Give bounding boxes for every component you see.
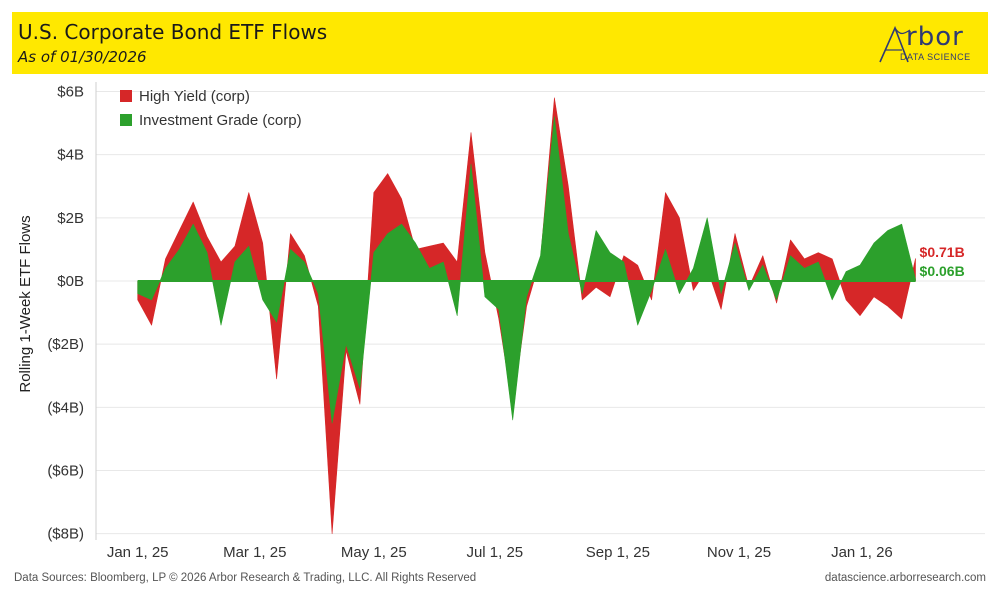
high-yield-area	[137, 97, 916, 534]
y-axis-title: Rolling 1-Week ETF Flows	[17, 215, 34, 392]
legend-label-high-yield[interactable]: High Yield (corp)	[139, 88, 250, 105]
logo-wordmark: rbor	[906, 22, 964, 52]
y-tick-label: ($6B)	[47, 463, 84, 480]
legend: High Yield (corp) Investment Grade (corp…	[120, 88, 302, 129]
y-tick-label: $2B	[57, 210, 84, 227]
data-sources-note: Data Sources: Bloomberg, LP © 2026 Arbor…	[14, 572, 477, 584]
end-labels: $0.71B $0.06B	[920, 244, 965, 279]
series-areas	[137, 97, 916, 534]
y-tick-label: $4B	[57, 147, 84, 164]
arbor-logo[interactable]: rbor DATA SCIENCE	[878, 22, 982, 68]
y-tick-label: ($4B)	[47, 399, 84, 416]
y-tick-label: ($8B)	[47, 526, 84, 543]
axes: Rolling 1-Week ETF Flows $6B $4B $2B $0B ($2…	[17, 82, 893, 561]
arbor-mark-icon	[879, 25, 911, 63]
header-banner: U.S. Corporate Bond ETF Flows As of 01/3…	[12, 12, 988, 74]
y-tick-label: ($2B)	[47, 336, 84, 353]
page-title: U.S. Corporate Bond ETF Flows	[18, 20, 328, 44]
logo-tagline: DATA SCIENCE	[900, 52, 971, 62]
gridlines	[96, 90, 985, 535]
y-tick-label: $0B	[57, 273, 84, 290]
y-tick-label: $6B	[57, 83, 84, 100]
as-of-date: As of 01/30/2026	[18, 48, 147, 66]
website-link[interactable]: datascience.arborresearch.com	[824, 572, 986, 584]
x-tick-label: Jan 1, 25	[107, 544, 169, 561]
x-tick-label: Jul 1, 25	[466, 544, 523, 561]
x-tick-label: Nov 1, 25	[707, 544, 771, 561]
high-yield-end-label: $0.71B	[920, 244, 965, 260]
x-tick-label: Sep 1, 25	[586, 544, 650, 561]
x-tick-label: Jan 1, 26	[831, 544, 893, 561]
legend-swatch-high-yield	[120, 90, 132, 102]
legend-label-investment-grade[interactable]: Investment Grade (corp)	[139, 112, 302, 129]
legend-swatch-investment-grade	[120, 114, 132, 126]
investment-grade-end-label: $0.06B	[920, 263, 965, 279]
x-tick-label: Mar 1, 25	[223, 544, 286, 561]
x-tick-label: May 1, 25	[341, 544, 407, 561]
investment-grade-area	[137, 116, 916, 424]
